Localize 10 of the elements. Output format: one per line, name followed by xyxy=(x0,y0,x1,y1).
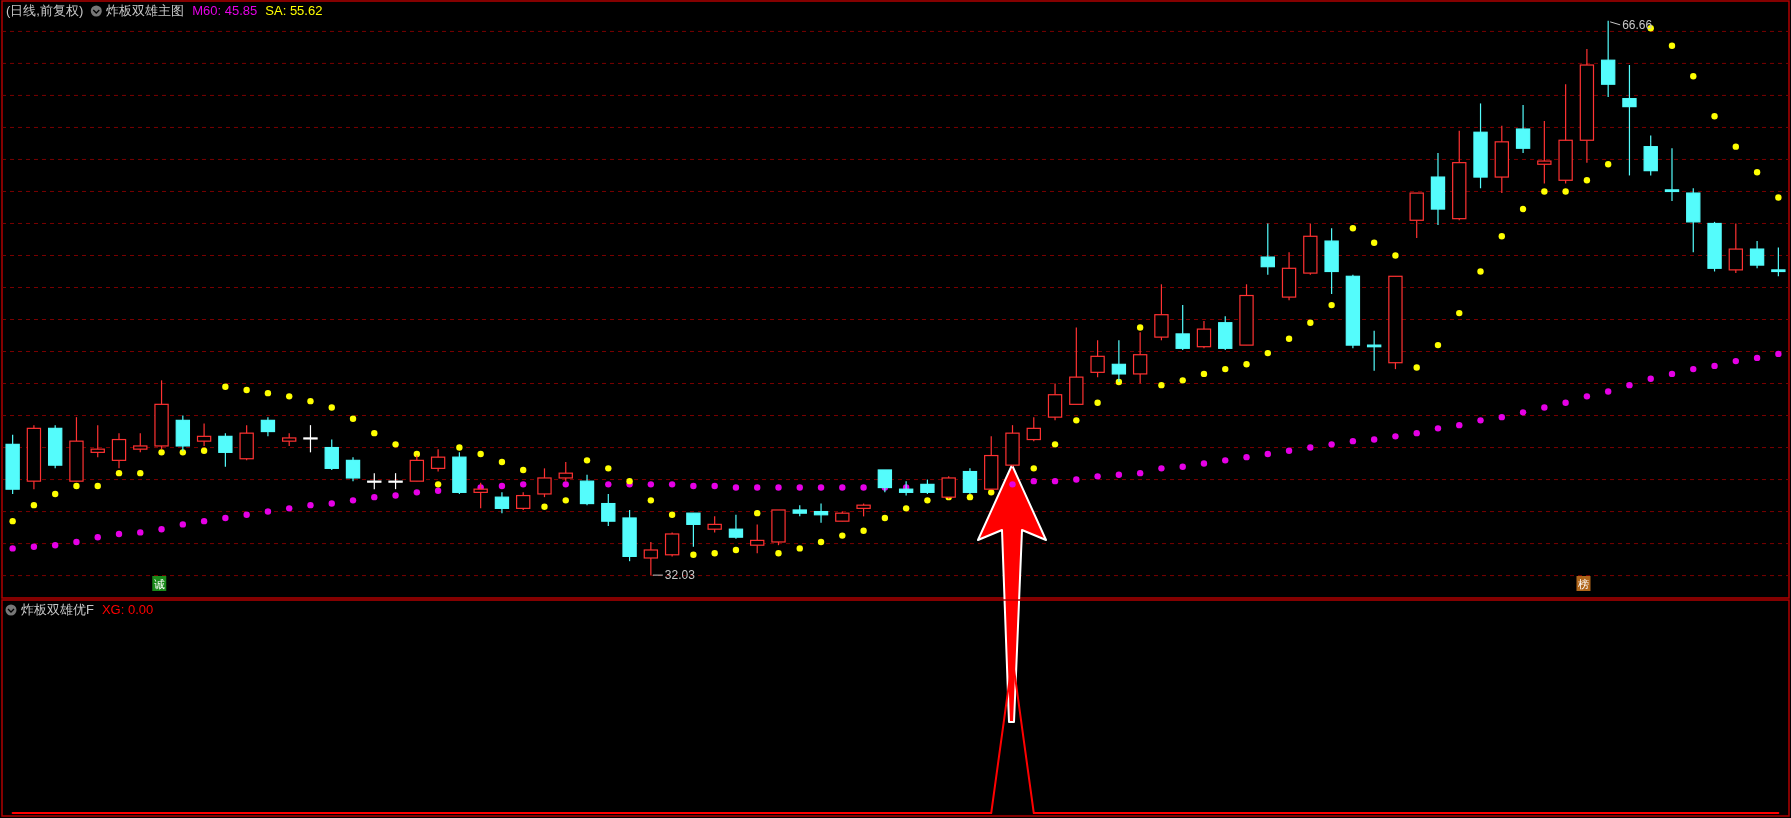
chart-subtitle: (日线,前复权) xyxy=(6,3,84,18)
chart-title: 炸板双雄优F xyxy=(21,602,94,617)
text: SA: 55.62 xyxy=(265,3,323,18)
text: M60: 45.85 xyxy=(192,3,258,18)
note-low: 32.03 xyxy=(652,568,695,583)
chart-title: 炸板双雄主图 xyxy=(106,3,185,18)
note-high: 66.66 xyxy=(1609,17,1653,32)
text: XG: 0.00 xyxy=(101,602,154,617)
annotation: 66.66 xyxy=(1622,17,1653,32)
annotation: 32.03 xyxy=(664,568,696,583)
